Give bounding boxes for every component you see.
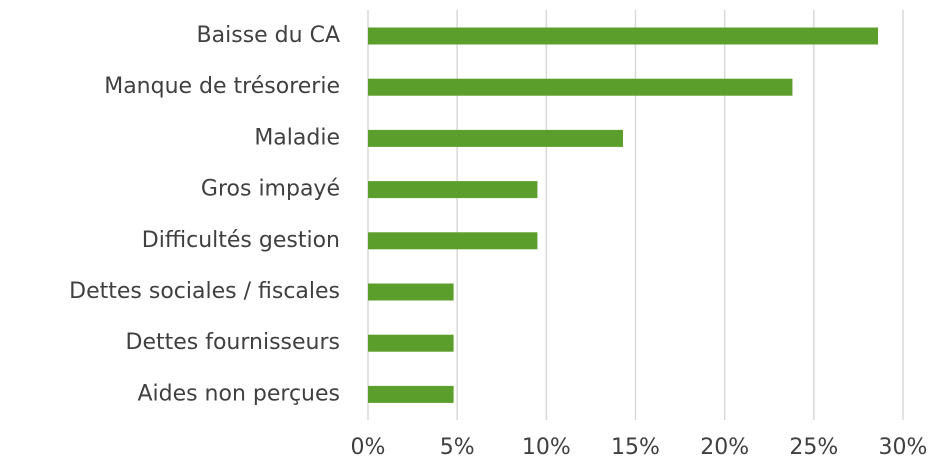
bar [368, 181, 538, 199]
y-tick-label: Baisse du CA [197, 23, 340, 48]
y-tick-label: Aides non perçues [137, 381, 340, 406]
y-tick-label: Dettes fournisseurs [126, 330, 341, 355]
bar [368, 129, 624, 147]
x-tick-label: 20% [700, 435, 749, 460]
x-tick-label: 15% [611, 435, 660, 460]
x-tick-label: 25% [789, 435, 838, 460]
y-tick-label: Manque de trésorerie [104, 74, 340, 99]
x-tick-label: 10% [522, 435, 571, 460]
bar [368, 78, 793, 96]
x-tick-label: 30% [879, 435, 928, 460]
bar [368, 27, 879, 45]
bar [368, 334, 454, 352]
y-tick-label: Dettes sociales / fiscales [69, 279, 340, 304]
bar [368, 283, 454, 301]
x-tick-label: 0% [351, 435, 386, 460]
y-tick-label: Difficultés gestion [142, 228, 340, 253]
y-tick-label: Gros impayé [201, 177, 340, 202]
bar [368, 232, 538, 250]
y-tick-label: Maladie [254, 125, 340, 150]
x-tick-label: 5% [440, 435, 475, 460]
bar [368, 385, 454, 403]
